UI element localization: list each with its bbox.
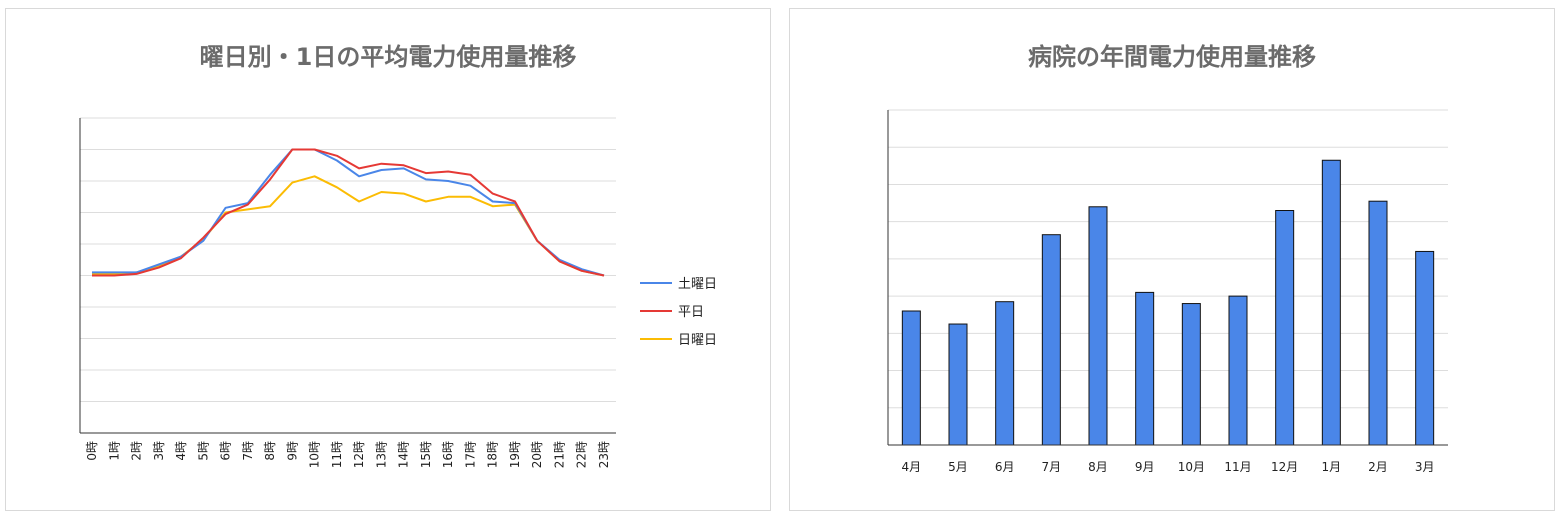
x-tick-label: 11月 — [1224, 460, 1251, 474]
bar — [901, 310, 921, 446]
legend-label: 土曜日 — [678, 277, 717, 292]
right-chart-panel: 病院の年間電力使用量推移 4月 5月 6月 7月 8月 9月 10月 11月 12月 1月 2月 3月 — [789, 8, 1555, 511]
x-tick-label: 14時 — [397, 441, 411, 468]
x-tick-label: 12時 — [352, 441, 366, 468]
chart-title: 病院の年間電力使用量推移 — [1028, 43, 1316, 71]
x-tick-label: 10月 — [1178, 460, 1205, 474]
x-tick-label: 4月 — [902, 460, 922, 474]
series-line — [92, 148, 605, 277]
x-tick-label: 9時 — [285, 441, 299, 461]
bar — [1415, 250, 1435, 446]
x-tick-label: 19時 — [508, 441, 522, 468]
chart-title: 曜日別・1日の平均電力使用量推移 — [199, 43, 577, 71]
bar — [995, 301, 1015, 446]
x-tick-label: 16時 — [441, 441, 455, 468]
x-tick-label: 9月 — [1135, 460, 1155, 474]
x-tick-label: 23時 — [597, 441, 611, 468]
x-tick-label: 12月 — [1271, 460, 1298, 474]
x-tick-label: 7月 — [1042, 460, 1062, 474]
x-tick-label: 8月 — [1088, 460, 1108, 474]
bar — [1181, 303, 1201, 446]
x-tick-label: 7時 — [241, 441, 255, 461]
x-tick-label: 11時 — [330, 441, 344, 468]
bar — [1135, 291, 1155, 446]
legend-label: 日曜日 — [678, 333, 717, 348]
x-tick-label: 15時 — [419, 441, 433, 468]
x-tick-label: 17時 — [463, 441, 477, 468]
bar — [1228, 295, 1248, 446]
bar — [1088, 206, 1108, 446]
x-tick-label: 2時 — [130, 441, 144, 461]
x-tick-label: 3月 — [1415, 460, 1435, 474]
x-tick-label: 8時 — [263, 441, 277, 461]
bar — [1275, 210, 1295, 446]
x-tick-label: 21時 — [552, 441, 566, 468]
x-tick-label: 3時 — [152, 441, 166, 461]
bar — [1321, 159, 1341, 446]
x-tick-label: 13時 — [374, 441, 388, 468]
x-tick-label: 0時 — [85, 441, 99, 461]
x-tick-label: 6時 — [219, 441, 233, 461]
bar — [1368, 200, 1388, 446]
x-tick-label: 18時 — [486, 441, 500, 468]
x-tick-label: 4時 — [174, 441, 188, 461]
x-tick-label: 20時 — [530, 441, 544, 468]
x-tick-label: 5時 — [196, 441, 210, 461]
x-tick-label: 22時 — [575, 441, 589, 468]
bar — [1041, 234, 1061, 446]
bar — [948, 323, 968, 446]
bar-chart: 4月 5月 6月 7月 8月 9月 10月 11月 12月 1月 2月 3月 — [887, 109, 1448, 474]
x-tick-label: 10時 — [308, 441, 322, 468]
line-chart: 0時 1時 2時 3時 4時 5時 6時 7時 8時 9時 10時 11時 12時 13時 14時 15時 16… — [79, 117, 717, 468]
left-chart-panel: 曜日別・1日の平均電力使用量推移 0時 1時 2時 3時 4時 5時 6時 7時 8時 9時 10時… — [5, 8, 771, 511]
x-tick-label: 1時 — [107, 441, 121, 461]
legend-label: 平日 — [678, 305, 704, 320]
x-tick-label: 6月 — [995, 460, 1015, 474]
x-tick-label: 5月 — [948, 460, 968, 474]
x-tick-label: 1月 — [1322, 460, 1342, 474]
x-tick-label: 2月 — [1368, 460, 1388, 474]
